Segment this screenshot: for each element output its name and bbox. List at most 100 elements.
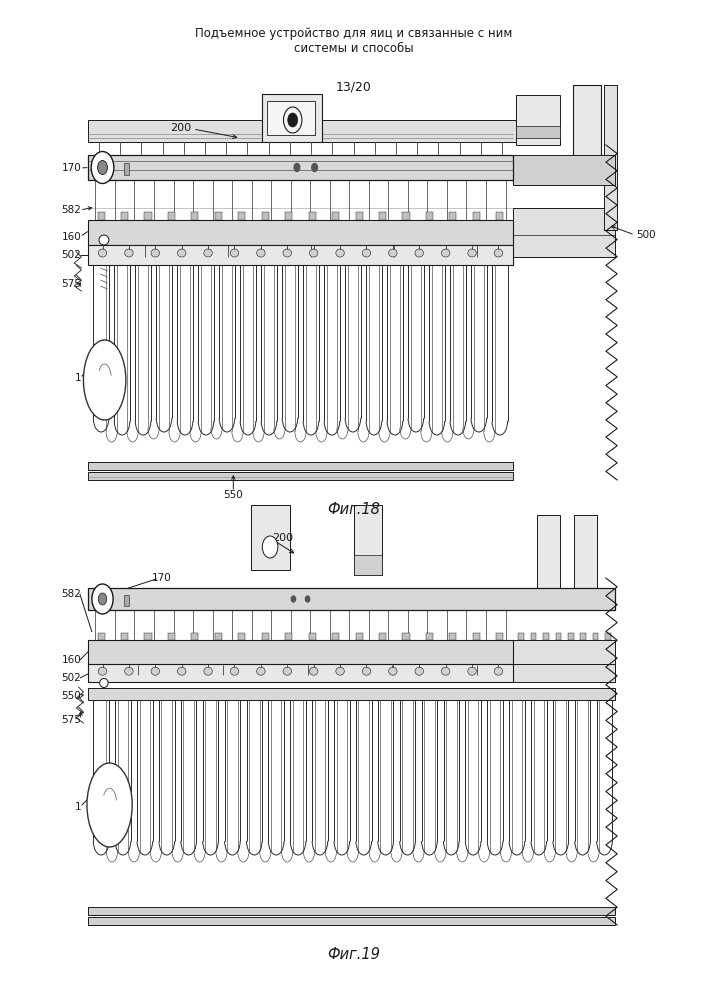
Bar xyxy=(262,94,322,142)
Bar xyxy=(496,633,503,640)
Ellipse shape xyxy=(283,249,291,257)
Bar xyxy=(267,101,315,135)
Ellipse shape xyxy=(124,249,133,257)
Bar xyxy=(98,633,105,640)
Bar xyxy=(88,472,513,480)
Ellipse shape xyxy=(362,249,370,257)
Bar xyxy=(88,155,513,180)
Bar xyxy=(402,212,409,220)
Bar xyxy=(473,212,480,220)
Bar xyxy=(285,212,292,220)
Ellipse shape xyxy=(389,667,397,675)
Text: 550: 550 xyxy=(62,691,81,701)
Bar xyxy=(88,665,513,675)
Ellipse shape xyxy=(310,249,318,257)
Ellipse shape xyxy=(177,667,186,675)
Text: 502: 502 xyxy=(62,673,81,683)
Bar xyxy=(426,212,433,220)
Ellipse shape xyxy=(204,667,212,675)
Bar xyxy=(121,212,128,220)
Bar xyxy=(88,120,516,142)
Text: 500: 500 xyxy=(636,230,656,240)
Bar xyxy=(379,633,386,640)
Ellipse shape xyxy=(441,249,450,257)
Bar xyxy=(88,462,513,470)
Bar xyxy=(215,633,222,640)
Circle shape xyxy=(312,164,317,172)
Ellipse shape xyxy=(257,667,265,675)
Bar xyxy=(88,688,615,700)
Text: 170: 170 xyxy=(62,163,81,173)
Ellipse shape xyxy=(283,667,291,675)
Bar xyxy=(144,633,151,640)
Ellipse shape xyxy=(151,667,160,675)
Bar xyxy=(88,245,513,257)
Bar xyxy=(513,155,615,185)
Circle shape xyxy=(98,593,107,605)
Ellipse shape xyxy=(230,249,239,257)
Bar xyxy=(354,505,382,575)
Bar xyxy=(473,633,480,640)
Bar xyxy=(605,633,611,640)
Ellipse shape xyxy=(468,249,477,257)
Bar xyxy=(256,527,284,562)
Ellipse shape xyxy=(230,667,239,675)
Bar xyxy=(262,633,269,640)
Circle shape xyxy=(91,151,114,184)
Bar xyxy=(450,212,457,220)
Ellipse shape xyxy=(83,340,126,420)
Circle shape xyxy=(305,596,310,602)
Ellipse shape xyxy=(124,667,133,675)
Circle shape xyxy=(262,536,278,558)
Bar xyxy=(88,245,513,265)
Ellipse shape xyxy=(494,667,503,675)
Bar xyxy=(513,664,615,682)
Ellipse shape xyxy=(415,249,423,257)
Bar xyxy=(192,212,199,220)
Ellipse shape xyxy=(494,249,503,257)
Text: 575: 575 xyxy=(62,279,81,289)
Bar xyxy=(192,633,199,640)
Bar xyxy=(88,588,615,610)
Ellipse shape xyxy=(257,249,265,257)
Bar xyxy=(88,907,615,915)
Ellipse shape xyxy=(98,667,107,675)
Bar xyxy=(513,588,615,610)
Text: Фиг.18: Фиг.18 xyxy=(327,502,380,517)
Bar xyxy=(88,220,513,245)
Ellipse shape xyxy=(204,249,212,257)
Bar xyxy=(402,633,409,640)
Bar xyxy=(354,555,382,575)
Bar xyxy=(543,633,549,640)
Text: системы и способы: системы и способы xyxy=(293,42,414,55)
Ellipse shape xyxy=(99,235,109,245)
Text: 575: 575 xyxy=(62,715,81,725)
Text: 160: 160 xyxy=(62,232,81,242)
Bar xyxy=(124,595,129,606)
Bar xyxy=(88,664,513,682)
Bar xyxy=(144,212,151,220)
Text: 200: 200 xyxy=(272,533,293,543)
Bar xyxy=(285,633,292,640)
Circle shape xyxy=(291,596,296,602)
Bar xyxy=(580,633,586,640)
Ellipse shape xyxy=(441,667,450,675)
Bar xyxy=(574,515,597,600)
Bar xyxy=(450,633,457,640)
Bar xyxy=(88,640,513,665)
Bar xyxy=(516,95,560,145)
Bar xyxy=(496,212,503,220)
Ellipse shape xyxy=(468,667,477,675)
Ellipse shape xyxy=(310,667,318,675)
Ellipse shape xyxy=(362,667,370,675)
Bar xyxy=(604,85,617,230)
Bar xyxy=(573,85,601,180)
Bar xyxy=(98,212,105,220)
Bar xyxy=(309,212,316,220)
Bar xyxy=(238,212,245,220)
Bar xyxy=(568,633,573,640)
Text: Фиг.19: Фиг.19 xyxy=(327,947,380,962)
Ellipse shape xyxy=(98,249,107,257)
Bar xyxy=(518,633,524,640)
Circle shape xyxy=(98,160,107,175)
